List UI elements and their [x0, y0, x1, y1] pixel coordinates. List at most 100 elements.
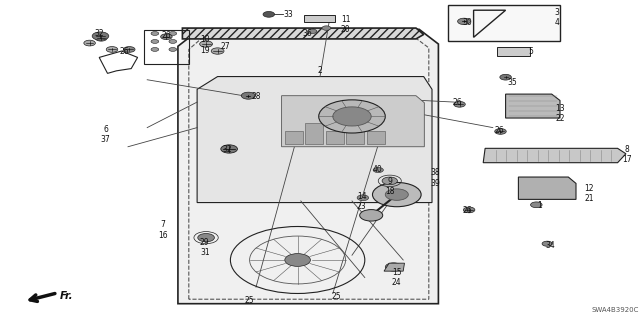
Circle shape	[241, 92, 255, 99]
Circle shape	[198, 234, 214, 242]
Text: 1: 1	[537, 201, 542, 210]
Text: 28: 28	[252, 92, 260, 101]
Circle shape	[124, 47, 135, 52]
Bar	[285, 131, 303, 144]
Circle shape	[373, 167, 383, 173]
Circle shape	[319, 100, 385, 133]
Text: 26: 26	[161, 31, 172, 40]
Text: 33: 33	[283, 10, 293, 19]
Circle shape	[169, 40, 177, 43]
Circle shape	[151, 32, 159, 35]
Text: 32: 32	[94, 29, 104, 38]
Bar	[304, 15, 335, 22]
Circle shape	[382, 177, 397, 185]
Bar	[448, 5, 560, 41]
Circle shape	[458, 18, 470, 25]
Bar	[305, 123, 323, 144]
Text: 29: 29	[200, 238, 210, 247]
Circle shape	[322, 26, 331, 30]
Circle shape	[495, 129, 506, 134]
Text: 25: 25	[244, 296, 255, 305]
Text: 26: 26	[452, 98, 463, 107]
Circle shape	[169, 48, 177, 51]
Circle shape	[263, 11, 275, 17]
Circle shape	[500, 74, 511, 80]
Text: 22: 22	[556, 115, 564, 123]
Text: 25: 25	[331, 292, 341, 301]
Circle shape	[221, 145, 237, 153]
Text: 14: 14	[356, 192, 367, 201]
Text: 15: 15	[392, 268, 402, 277]
Text: 17: 17	[622, 155, 632, 164]
Circle shape	[200, 41, 212, 47]
Polygon shape	[182, 28, 424, 39]
Text: 40: 40	[372, 165, 383, 174]
Circle shape	[360, 210, 383, 221]
Text: 39: 39	[430, 179, 440, 188]
Text: 20: 20	[340, 25, 351, 34]
Text: 38: 38	[430, 168, 440, 177]
Circle shape	[463, 207, 475, 213]
Circle shape	[106, 47, 118, 52]
Circle shape	[151, 40, 159, 43]
Circle shape	[385, 189, 408, 200]
Text: 35: 35	[507, 78, 517, 87]
Bar	[497, 47, 530, 56]
Polygon shape	[483, 148, 626, 163]
Text: 37: 37	[100, 135, 111, 144]
Circle shape	[211, 48, 224, 54]
Circle shape	[454, 101, 465, 107]
Text: 2: 2	[317, 66, 323, 75]
Circle shape	[92, 32, 109, 40]
Text: 3: 3	[554, 8, 559, 17]
Text: 32: 32	[222, 145, 232, 154]
Text: 18: 18	[386, 187, 395, 196]
Text: 5: 5	[529, 47, 534, 56]
Text: 13: 13	[555, 104, 565, 113]
Text: Fr.: Fr.	[60, 291, 73, 301]
Circle shape	[357, 195, 369, 201]
Text: 8: 8	[625, 145, 630, 154]
Text: 26: 26	[462, 206, 472, 215]
Text: 10: 10	[200, 35, 210, 44]
Bar	[367, 131, 385, 144]
Circle shape	[169, 32, 177, 35]
Text: 6: 6	[103, 125, 108, 134]
Text: 7: 7	[161, 220, 166, 229]
Text: 9: 9	[388, 177, 393, 186]
Text: 11: 11	[341, 15, 350, 24]
Text: 19: 19	[200, 46, 210, 55]
Circle shape	[333, 107, 371, 126]
Circle shape	[531, 202, 542, 208]
Circle shape	[84, 40, 95, 46]
Circle shape	[151, 48, 159, 51]
Circle shape	[372, 182, 421, 207]
Text: 31: 31	[200, 248, 210, 257]
Text: 23: 23	[356, 202, 367, 211]
Circle shape	[308, 29, 317, 33]
Polygon shape	[506, 94, 560, 118]
Text: 36: 36	[302, 29, 312, 38]
Bar	[346, 123, 364, 144]
Text: 26: 26	[494, 126, 504, 135]
Circle shape	[285, 254, 310, 266]
Polygon shape	[384, 263, 404, 271]
Text: 4: 4	[554, 18, 559, 27]
Text: 24: 24	[392, 278, 402, 287]
Polygon shape	[282, 96, 424, 147]
Circle shape	[385, 263, 402, 271]
Text: 21: 21	[584, 194, 593, 203]
Text: 30: 30	[462, 18, 472, 27]
Text: 27: 27	[220, 42, 230, 51]
Circle shape	[95, 35, 107, 41]
Bar	[326, 131, 344, 144]
Polygon shape	[178, 29, 438, 304]
Text: 34: 34	[545, 241, 556, 250]
Circle shape	[542, 241, 552, 246]
Polygon shape	[197, 77, 432, 203]
Text: 26: 26	[120, 47, 130, 56]
Polygon shape	[518, 177, 576, 199]
Text: 12: 12	[584, 184, 593, 193]
Text: SWA4B3920C: SWA4B3920C	[591, 307, 639, 313]
Circle shape	[161, 34, 172, 40]
